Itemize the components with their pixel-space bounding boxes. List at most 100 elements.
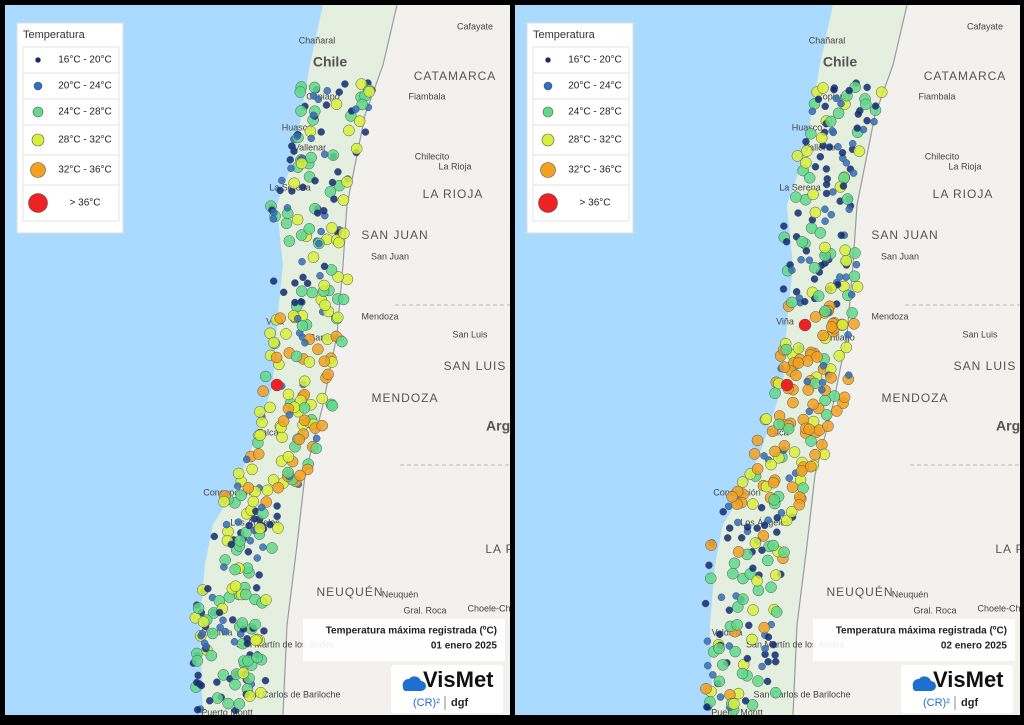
legend-swatch xyxy=(33,81,43,91)
station-dot xyxy=(794,209,802,217)
station-dot xyxy=(254,429,266,441)
place-label: Mendoza xyxy=(871,311,908,321)
station-dot xyxy=(319,299,331,311)
station-dot xyxy=(193,705,202,714)
station-dot xyxy=(253,554,262,562)
station-dot xyxy=(268,336,280,349)
station-dot xyxy=(852,260,861,269)
station-dot xyxy=(341,80,349,88)
place-label: San Carlos de Bariloche xyxy=(243,689,340,699)
station-dot xyxy=(343,124,355,137)
legend-row xyxy=(532,184,630,222)
station-dot xyxy=(822,189,831,198)
station-dot xyxy=(291,213,304,226)
map-panel: ChileCATAMARCACopiapóFiambalaHuascoValle… xyxy=(515,5,1024,715)
station-dot xyxy=(336,335,348,348)
station-dot xyxy=(294,86,307,98)
station-dot xyxy=(725,642,734,650)
station-dot xyxy=(810,275,819,283)
station-dot xyxy=(801,297,809,306)
place-label: San Luis xyxy=(452,329,488,339)
place-label: CATAMARCA xyxy=(924,69,1007,83)
station-dot xyxy=(257,385,269,397)
station-dot xyxy=(792,342,805,354)
station-dot xyxy=(757,503,766,512)
station-dot xyxy=(729,645,742,658)
station-dot xyxy=(773,528,781,536)
station-dot xyxy=(842,273,850,281)
place-label: Choele-Choel xyxy=(977,603,1024,613)
station-dot xyxy=(863,116,871,125)
station-dot xyxy=(326,222,338,234)
place-label: San Carlos de Bariloche xyxy=(753,689,850,699)
legend-swatch xyxy=(545,57,551,63)
station-dot xyxy=(814,227,827,239)
station-dot xyxy=(703,703,711,711)
station-dot xyxy=(764,516,772,524)
station-dot xyxy=(355,78,368,90)
station-dot xyxy=(805,435,817,447)
station-dot xyxy=(327,149,339,161)
station-dot xyxy=(870,117,878,126)
station-dot xyxy=(782,238,791,246)
station-dot xyxy=(765,581,777,593)
station-dot xyxy=(782,422,795,435)
station-dot xyxy=(848,139,857,148)
place-label: Vallenar xyxy=(294,142,326,152)
station-dot xyxy=(838,172,850,184)
station-dot xyxy=(273,512,281,521)
station-dot xyxy=(787,396,799,409)
station-dot xyxy=(361,128,370,136)
station-dot xyxy=(244,690,256,702)
station-dot xyxy=(822,165,831,173)
place-label: Mendoza xyxy=(361,311,398,321)
station-dot xyxy=(210,532,219,541)
place-label: Arge xyxy=(996,418,1024,434)
station-dot xyxy=(849,169,858,177)
station-dot xyxy=(259,370,272,383)
station-dot xyxy=(341,176,353,188)
station-dot xyxy=(844,331,852,339)
station-dot xyxy=(778,546,790,558)
legend-label: 16°C - 20°C xyxy=(568,55,622,66)
station-dot xyxy=(254,686,267,699)
place-label: LA P xyxy=(995,542,1024,556)
station-dot xyxy=(280,328,292,340)
logo-box xyxy=(901,665,1013,713)
caption-date: 01 enero 2025 xyxy=(431,641,498,652)
station-dot xyxy=(751,463,764,475)
station-dot xyxy=(747,604,759,616)
station-dot xyxy=(288,142,296,150)
station-dot xyxy=(713,642,725,655)
legend: Temperatura 16°C - 20°C 20°C - 24°C 24°C - … xyxy=(526,22,634,234)
station-dot xyxy=(863,83,871,92)
station-dot xyxy=(713,675,726,688)
place-label: Arge xyxy=(486,418,518,434)
station-dot xyxy=(817,82,829,94)
station-dot xyxy=(286,156,294,164)
station-dot xyxy=(832,94,840,103)
station-dot xyxy=(807,398,819,411)
station-dot xyxy=(777,509,786,517)
station-dot xyxy=(324,186,337,198)
station-dot xyxy=(288,177,300,189)
logo-dept: dgf xyxy=(961,697,978,709)
station-dot xyxy=(318,279,330,292)
place-label: Fiambala xyxy=(918,91,955,101)
station-dot xyxy=(822,180,831,189)
station-dot xyxy=(254,522,266,535)
station-dot xyxy=(785,474,793,482)
station-dot xyxy=(249,618,262,631)
station-dot xyxy=(814,95,823,104)
station-dot xyxy=(337,194,350,206)
station-dot xyxy=(353,115,366,127)
station-dot xyxy=(805,256,814,264)
station-dot xyxy=(758,621,770,634)
legend-label: 32°C - 36°C xyxy=(568,165,622,176)
station-dot xyxy=(270,351,283,364)
station-dot xyxy=(202,642,211,651)
station-dot xyxy=(230,638,239,646)
station-dot xyxy=(728,698,740,710)
station-dot xyxy=(274,312,286,324)
legend-label: 24°C - 28°C xyxy=(58,107,112,118)
